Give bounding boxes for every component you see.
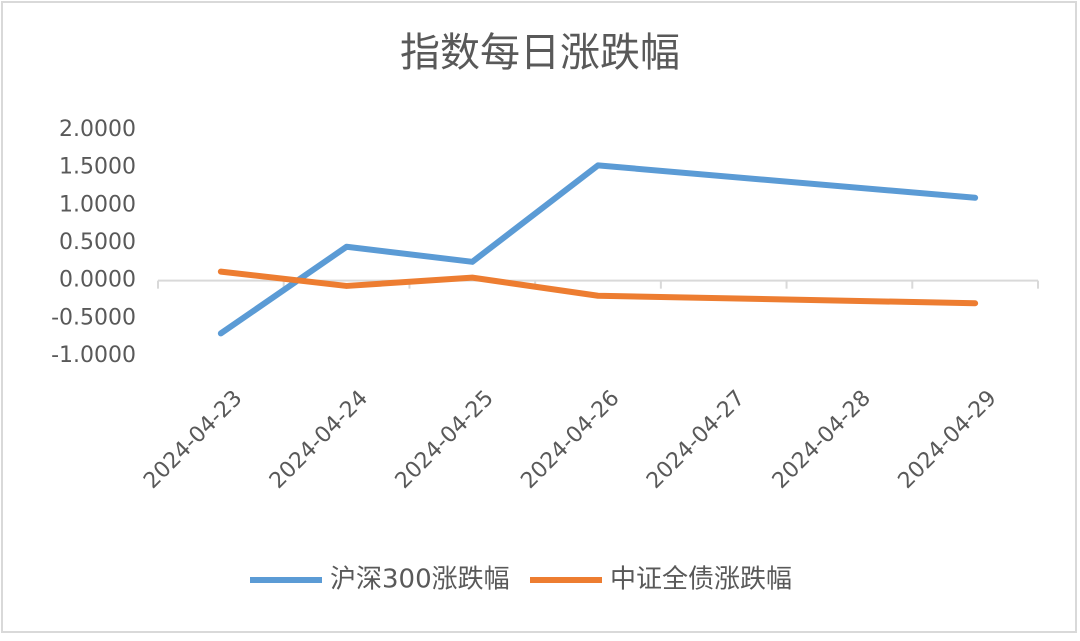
y-tick-label: 1.0000 <box>59 192 136 217</box>
series-line <box>217 268 979 307</box>
y-tick-label: 0.0000 <box>59 268 136 293</box>
y-tick-label: 1.5000 <box>59 155 136 180</box>
series-line <box>217 162 979 337</box>
y-tick-label: 2.0000 <box>59 117 136 142</box>
chart-title: 指数每日涨跌幅 <box>400 30 680 76</box>
y-tick-label: -0.5000 <box>51 305 136 330</box>
y-tick-label: 0.5000 <box>59 230 136 255</box>
legend-label: 沪深300涨跌幅 <box>330 565 510 595</box>
y-tick-label: -1.0000 <box>51 343 136 368</box>
legend-label: 中证全债涨跌幅 <box>610 565 792 595</box>
